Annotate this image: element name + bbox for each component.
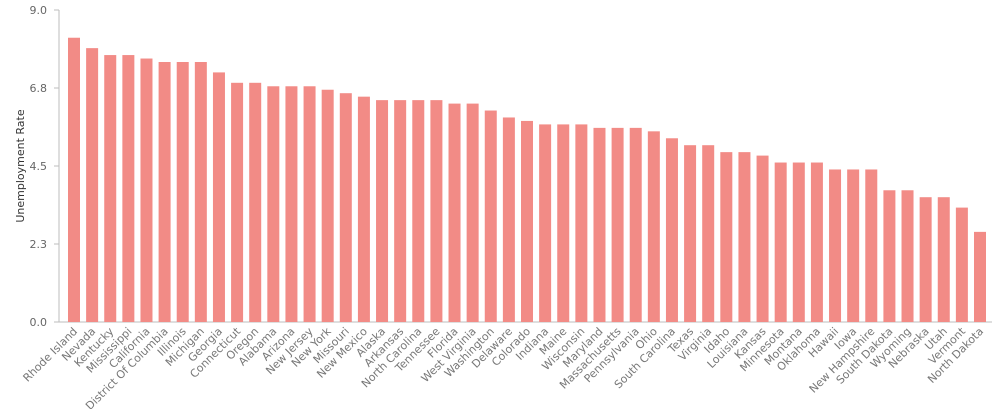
- y-tick-label: 4.5: [30, 160, 48, 173]
- bar[interactable]: [883, 190, 896, 322]
- bar[interactable]: [665, 138, 678, 322]
- bar[interactable]: [919, 197, 932, 322]
- bar[interactable]: [865, 169, 878, 322]
- bar[interactable]: [231, 82, 244, 322]
- bar[interactable]: [774, 162, 787, 322]
- bar[interactable]: [738, 152, 751, 322]
- bar[interactable]: [593, 127, 606, 323]
- bar[interactable]: [194, 62, 207, 322]
- bar[interactable]: [629, 127, 642, 323]
- bar[interactable]: [249, 82, 262, 322]
- bar[interactable]: [448, 103, 461, 322]
- bar[interactable]: [267, 86, 280, 323]
- bar[interactable]: [212, 72, 225, 323]
- bar[interactable]: [412, 100, 425, 322]
- y-tick-label: 2.3: [30, 238, 48, 251]
- y-tick-label: 6.8: [30, 82, 48, 95]
- y-axis-title: Unemployment Rate: [14, 109, 27, 223]
- y-tick-label: 0.0: [30, 316, 48, 329]
- bar[interactable]: [575, 124, 588, 323]
- category-labels-group: Rhode IslandNevadaKentuckyMississippiCal…: [20, 324, 986, 409]
- bar[interactable]: [756, 155, 769, 322]
- bar[interactable]: [68, 37, 80, 322]
- bar[interactable]: [303, 86, 316, 323]
- bar[interactable]: [285, 86, 298, 323]
- bar[interactable]: [684, 145, 697, 322]
- bar[interactable]: [557, 124, 570, 323]
- bar[interactable]: [484, 110, 497, 322]
- bar[interactable]: [955, 207, 968, 322]
- bar[interactable]: [539, 124, 552, 323]
- bar[interactable]: [140, 58, 153, 322]
- bar[interactable]: [974, 231, 986, 322]
- bar[interactable]: [847, 169, 860, 322]
- bar[interactable]: [720, 152, 733, 322]
- bar[interactable]: [647, 131, 660, 322]
- bars-group: [68, 37, 986, 323]
- bar[interactable]: [611, 127, 624, 323]
- bar[interactable]: [430, 100, 443, 322]
- bar[interactable]: [158, 62, 171, 322]
- bar[interactable]: [321, 89, 334, 322]
- bar[interactable]: [502, 117, 515, 322]
- bar[interactable]: [466, 103, 479, 322]
- bar[interactable]: [376, 100, 389, 322]
- bar[interactable]: [394, 100, 407, 322]
- bar[interactable]: [937, 197, 950, 322]
- bar[interactable]: [829, 169, 842, 322]
- bar[interactable]: [339, 93, 352, 322]
- bar[interactable]: [357, 96, 370, 322]
- bar[interactable]: [122, 55, 135, 322]
- bar[interactable]: [792, 162, 805, 322]
- bar[interactable]: [901, 190, 914, 322]
- bar[interactable]: [810, 162, 823, 322]
- bar[interactable]: [176, 62, 189, 322]
- bar[interactable]: [104, 55, 117, 322]
- y-tick-label: 9.0: [30, 4, 48, 17]
- bar[interactable]: [702, 145, 715, 322]
- bar[interactable]: [521, 120, 533, 323]
- y-ticks-group: 0.0 2.3 4.5 6.8 9.0: [30, 4, 59, 329]
- bar[interactable]: [86, 48, 99, 322]
